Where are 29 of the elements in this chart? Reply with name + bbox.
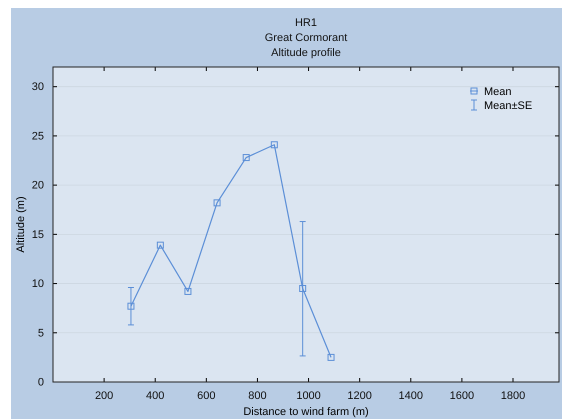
y-axis-title: Altitude (m) [15,196,27,253]
x-tick-label: 1600 [450,390,474,402]
annotation: Mean±SE [484,100,532,112]
y-tick-label: 0 [38,376,44,389]
x-tick-label: 600 [197,390,216,402]
point [214,199,221,206]
point [328,354,335,361]
point [270,141,278,148]
x-tick-label: 1000 [296,390,321,402]
point [242,154,250,162]
y-tick-label: 20 [32,180,44,192]
point [127,302,134,310]
x-tick-label: 400 [146,390,164,402]
point [299,284,306,292]
y-tick-label: 15 [32,228,44,241]
chart-title: HR1 Great Cormorant Altitude profile [264,17,348,59]
y-tick-label: 5 [38,327,44,340]
point [184,288,192,295]
x-tick-label: 800 [248,390,267,402]
legend-label: Mean [484,86,512,98]
x-tick-label: 200 [94,390,114,402]
y-tick-label: 30 [32,81,44,94]
point [156,242,164,249]
y-tick-label: 25 [32,130,44,142]
x-tick-label: 1400 [398,390,424,402]
x-axis-title: Distance to wind farm (m) [243,406,369,418]
y-tick-label: 10 [32,278,44,290]
x-tick-label: 1800 [500,390,526,402]
x-tick-label: 1200 [347,390,372,402]
